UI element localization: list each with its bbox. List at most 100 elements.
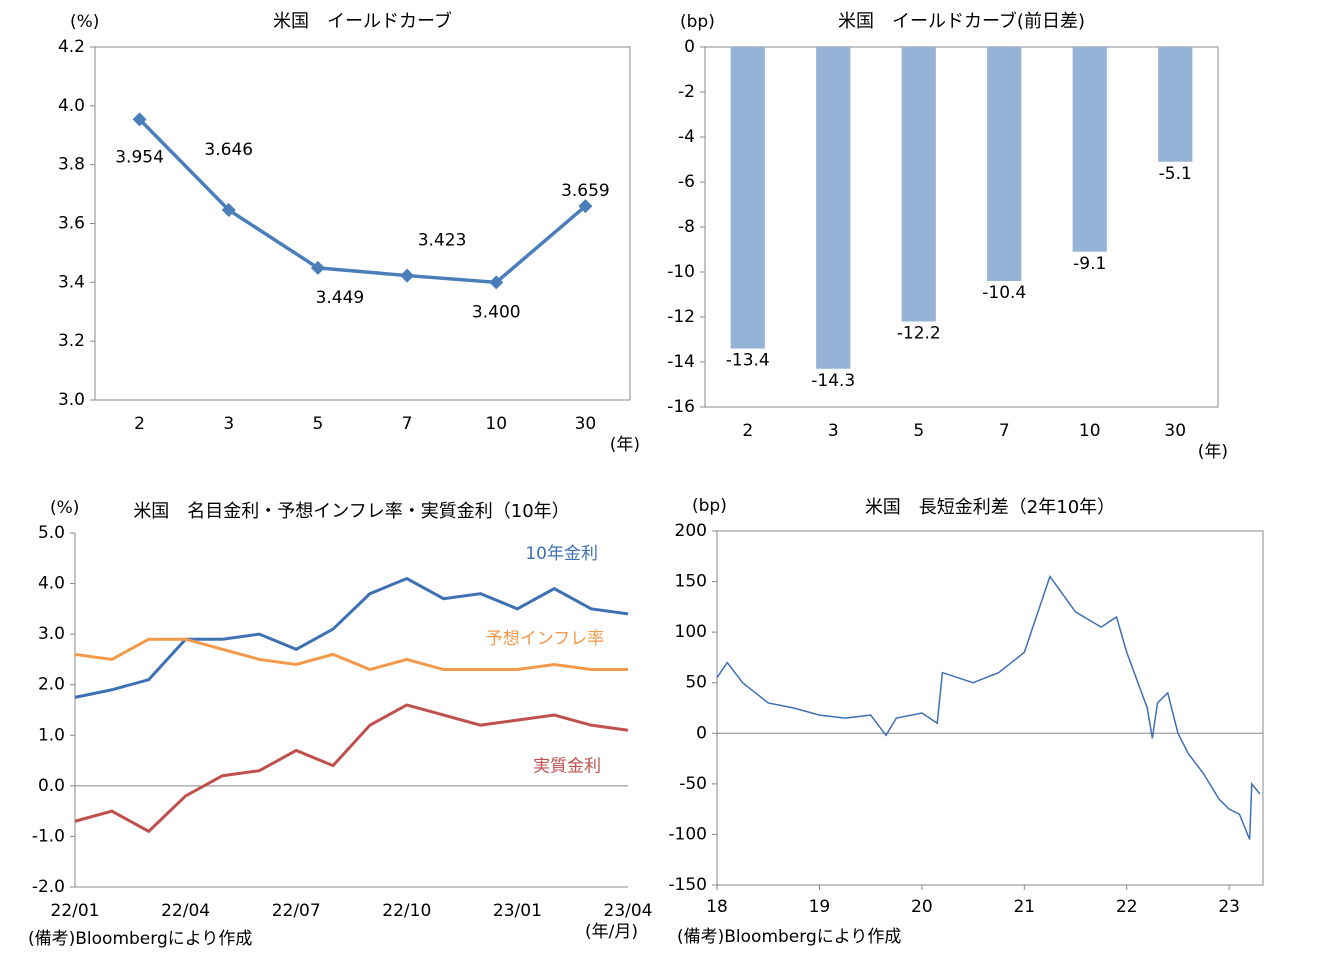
bar — [816, 47, 851, 369]
data-line — [74, 703, 629, 834]
x-tick-label: 19 — [809, 897, 831, 917]
marker — [221, 202, 236, 217]
data-label: 3.423 — [418, 231, 467, 251]
x-tick-label: 23/01 — [493, 901, 542, 921]
bar — [1158, 47, 1193, 162]
data-line — [138, 118, 587, 285]
x-tick-label: 22/10 — [382, 901, 431, 921]
x-tick-label: 3 — [223, 414, 234, 434]
data-label: 3.449 — [316, 288, 365, 308]
chart-title: 米国 名目金利・予想インフレ率・実質金利（10年） — [133, 501, 569, 522]
y-tick-label: -50 — [679, 774, 707, 794]
x-axis-label: (年) — [610, 435, 640, 455]
chart-title: 米国 イールドカーブ(前日差) — [838, 10, 1085, 32]
x-axis-label: (年) — [1198, 442, 1228, 462]
y-tick-label: 150 — [675, 572, 707, 592]
note: (備考)Bloombergにより作成 — [677, 927, 901, 947]
y-axis-label: (%) — [50, 498, 79, 518]
y-tick-label: 50 — [685, 673, 707, 693]
y-tick-label: 3.0 — [38, 624, 65, 644]
data-label: -14.3 — [811, 371, 855, 391]
marker — [400, 268, 415, 283]
data-label: 3.954 — [115, 147, 164, 167]
x-tick-label: 23/04 — [604, 901, 653, 921]
series-label: 実質金利 — [533, 757, 601, 777]
y-tick-label: -4 — [678, 127, 695, 147]
x-tick-label: 3 — [828, 421, 839, 441]
note: (備考)Bloombergにより作成 — [28, 929, 252, 949]
x-tick-label: 2 — [134, 414, 145, 434]
data-label: 3.646 — [204, 140, 253, 160]
x-tick-label: 2 — [742, 421, 753, 441]
x-axis-label: (年/月) — [585, 922, 638, 942]
data-label: -13.4 — [726, 351, 770, 371]
marker — [310, 260, 325, 275]
bar — [1072, 47, 1107, 252]
x-tick-label: 22/01 — [51, 901, 100, 921]
x-tick-label: 7 — [402, 414, 413, 434]
y-tick-label: -14 — [667, 352, 695, 372]
data-label: -5.1 — [1159, 164, 1192, 184]
y-tick-label: -2 — [678, 82, 695, 102]
bar — [987, 47, 1022, 281]
y-tick-label: 1.0 — [38, 725, 65, 745]
y-tick-label: 3.8 — [58, 155, 85, 175]
y-tick-label: 100 — [675, 622, 707, 642]
y-tick-label: -8 — [678, 217, 695, 237]
chart-title: 米国 イールドカーブ — [273, 10, 452, 32]
y-tick-label: 3.0 — [58, 390, 85, 410]
x-tick-label: 30 — [1164, 421, 1186, 441]
x-tick-label: 10 — [485, 414, 507, 434]
data-line — [74, 576, 629, 699]
marker — [578, 199, 593, 214]
data-label: 3.400 — [472, 302, 521, 322]
y-tick-label: 200 — [675, 521, 707, 541]
y-axis-label: (%) — [70, 12, 99, 32]
data-label: -9.1 — [1073, 254, 1106, 274]
plot-frame — [94, 46, 631, 401]
series-label: 10年金利 — [525, 544, 598, 564]
x-tick-label: 18 — [706, 897, 728, 917]
y-axis-label: (bp) — [692, 496, 727, 516]
y-tick-label: 0 — [684, 37, 695, 57]
y-tick-label: -6 — [678, 172, 695, 192]
y-tick-label: 4.0 — [58, 96, 85, 116]
y-tick-label: 3.4 — [58, 272, 85, 292]
x-tick-label: 30 — [575, 414, 597, 434]
y-tick-label: -12 — [667, 307, 695, 327]
x-tick-label: 22/07 — [272, 901, 321, 921]
y-tick-label: 0 — [696, 723, 707, 743]
y-tick-label: 4.2 — [58, 37, 85, 57]
plot-frame — [704, 46, 1219, 408]
x-tick-label: 7 — [999, 421, 1010, 441]
series-label: 予想インフレ率 — [486, 629, 605, 649]
y-tick-label: -16 — [667, 397, 695, 417]
y-tick-label: 3.6 — [58, 214, 85, 234]
y-tick-label: -10 — [667, 262, 695, 282]
y-tick-label: -150 — [668, 875, 707, 895]
y-tick-label: 2.0 — [38, 675, 65, 695]
y-tick-label: -2.0 — [32, 877, 65, 897]
y-tick-label: 5.0 — [38, 523, 65, 543]
data-line — [74, 637, 628, 672]
x-tick-label: 5 — [913, 421, 924, 441]
x-tick-label: 22/04 — [161, 901, 210, 921]
x-tick-label: 22 — [1116, 897, 1138, 917]
data-label: 3.659 — [561, 181, 610, 201]
plot-frame — [716, 530, 1264, 886]
x-tick-label: 23 — [1218, 897, 1240, 917]
bar — [901, 47, 936, 322]
marker — [132, 112, 147, 127]
y-tick-label: -100 — [668, 824, 707, 844]
y-tick-label: 3.2 — [58, 331, 85, 351]
bar — [730, 47, 765, 349]
x-tick-label: 20 — [911, 897, 933, 917]
x-tick-label: 21 — [1013, 897, 1035, 917]
y-tick-label: -1.0 — [32, 826, 65, 846]
x-tick-label: 5 — [313, 414, 324, 434]
chart-title: 米国 長短金利差（2年10年） — [865, 497, 1115, 518]
y-tick-label: 4.0 — [38, 574, 65, 594]
marker — [489, 275, 504, 290]
data-label: -10.4 — [982, 283, 1026, 303]
